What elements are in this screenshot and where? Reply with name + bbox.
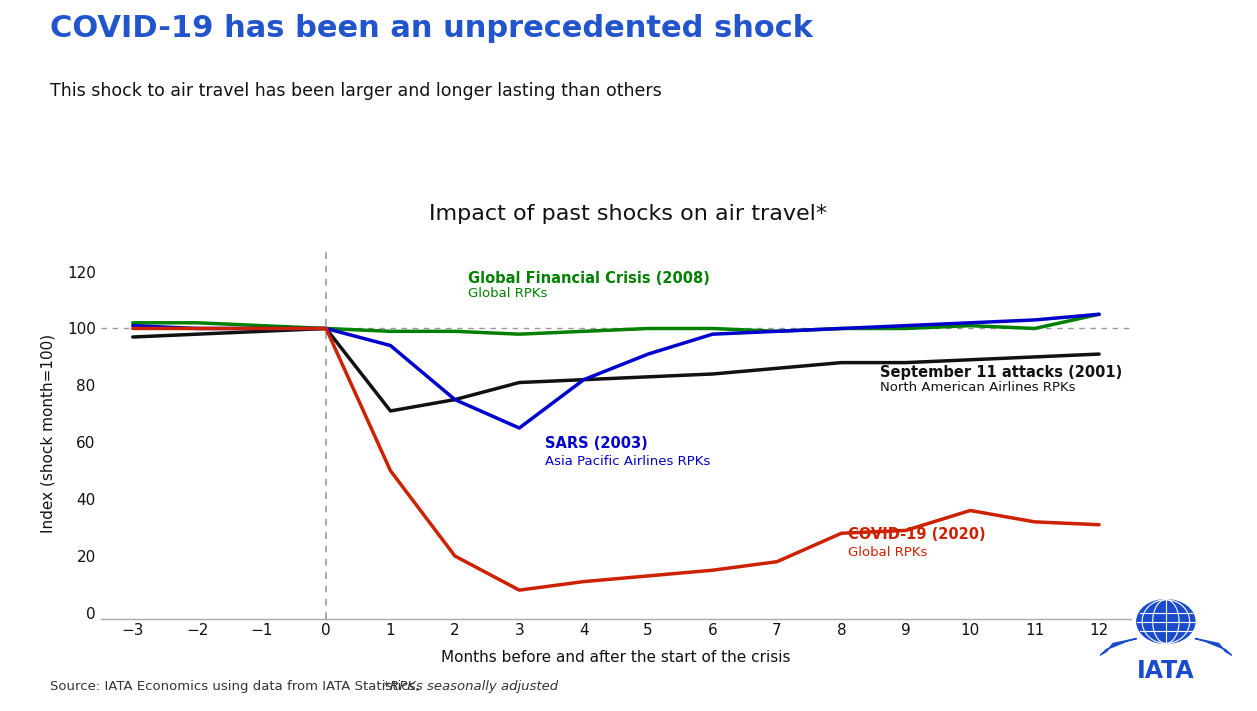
Text: Global RPKs: Global RPKs <box>848 546 928 559</box>
Text: COVID-19 (2020): COVID-19 (2020) <box>848 527 985 542</box>
Text: *RPKs seasonally adjusted: *RPKs seasonally adjusted <box>378 680 558 693</box>
Text: Global RPKs: Global RPKs <box>468 287 547 300</box>
Y-axis label: Index (shock month=100): Index (shock month=100) <box>40 334 55 533</box>
Polygon shape <box>1195 638 1232 656</box>
X-axis label: Months before and after the start of the crisis: Months before and after the start of the… <box>441 650 791 665</box>
Text: SARS (2003): SARS (2003) <box>546 436 647 451</box>
Text: Impact of past shocks on air travel*: Impact of past shocks on air travel* <box>430 204 827 224</box>
Text: IATA: IATA <box>1138 659 1194 683</box>
Text: September 11 attacks (2001): September 11 attacks (2001) <box>880 365 1123 380</box>
Text: Global Financial Crisis (2008): Global Financial Crisis (2008) <box>468 271 710 286</box>
Text: Asia Pacific Airlines RPKs: Asia Pacific Airlines RPKs <box>546 455 710 468</box>
Text: Source: IATA Economics using data from IATA Statistics,: Source: IATA Economics using data from I… <box>50 680 420 693</box>
Text: This shock to air travel has been larger and longer lasting than others: This shock to air travel has been larger… <box>50 82 662 100</box>
Text: COVID-19 has been an unprecedented shock: COVID-19 has been an unprecedented shock <box>50 14 813 43</box>
Text: North American Airlines RPKs: North American Airlines RPKs <box>880 381 1076 394</box>
Polygon shape <box>1100 638 1136 656</box>
Circle shape <box>1136 599 1195 643</box>
